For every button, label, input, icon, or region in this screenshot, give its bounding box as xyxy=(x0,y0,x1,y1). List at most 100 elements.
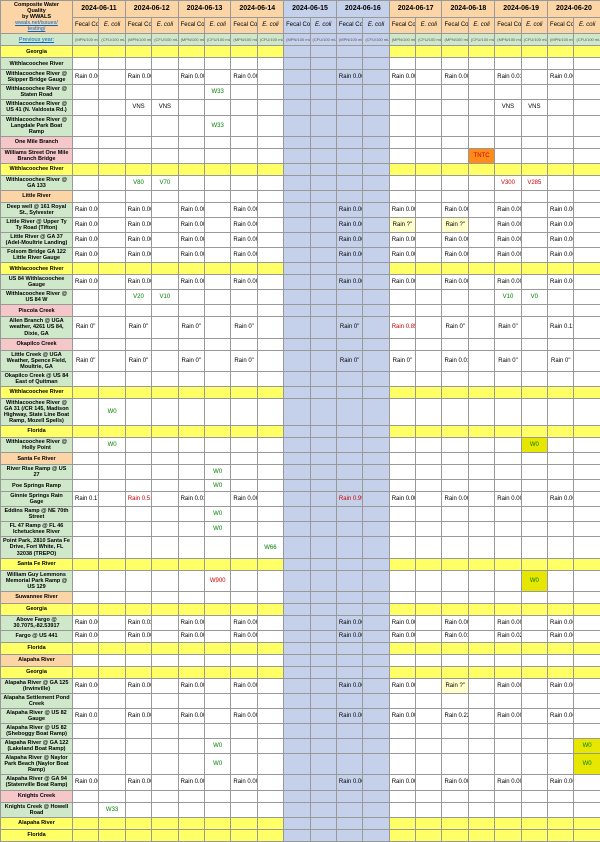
data-cell xyxy=(521,630,547,642)
row-label: Alapaha River @ GA 122 (Lakeland Boat Ra… xyxy=(1,739,73,754)
section-cell xyxy=(99,603,125,615)
section-cell xyxy=(284,263,310,275)
data-cell xyxy=(231,305,257,317)
section-cell xyxy=(310,817,336,829)
data-cell xyxy=(73,136,99,148)
section-cell xyxy=(468,558,494,570)
section-cell xyxy=(99,386,125,398)
section-cell xyxy=(416,642,442,654)
data-cell: Rain 0.00" xyxy=(125,202,151,217)
section-cell xyxy=(574,425,600,437)
section-cell xyxy=(336,46,362,58)
section-cell xyxy=(521,46,547,58)
data-cell xyxy=(178,115,204,136)
data-cell xyxy=(574,290,600,305)
section-cell xyxy=(152,558,178,570)
data-cell xyxy=(310,217,336,232)
data-cell xyxy=(178,739,204,754)
data-cell xyxy=(363,217,389,232)
section-cell xyxy=(284,603,310,615)
data-cell xyxy=(99,754,125,775)
data-cell xyxy=(257,85,283,100)
section-cell xyxy=(336,425,362,437)
data-cell xyxy=(284,398,310,425)
data-cell xyxy=(336,100,362,115)
data-cell xyxy=(284,305,310,317)
data-cell xyxy=(336,115,362,136)
data-cell xyxy=(468,724,494,739)
data-cell xyxy=(152,570,178,591)
section-cell xyxy=(73,386,99,398)
data-cell xyxy=(257,724,283,739)
data-cell xyxy=(204,802,230,817)
data-cell: V10 xyxy=(495,290,521,305)
data-cell xyxy=(257,233,283,248)
data-cell xyxy=(257,338,283,350)
data-cell xyxy=(495,148,521,163)
data-cell xyxy=(521,790,547,802)
data-cell: Rain 0.03" xyxy=(125,615,151,630)
section-cell xyxy=(231,263,257,275)
data-cell xyxy=(468,217,494,232)
date-header: 2024-06-17 xyxy=(389,1,442,18)
data-cell xyxy=(416,754,442,775)
section-cell xyxy=(99,163,125,175)
data-cell xyxy=(257,630,283,642)
data-cell xyxy=(336,724,362,739)
data-cell: Rain 0.00" xyxy=(495,217,521,232)
section-cell xyxy=(284,386,310,398)
data-cell xyxy=(416,480,442,492)
data-cell xyxy=(152,678,178,693)
data-cell xyxy=(442,570,468,591)
data-cell: Rain 0.00" xyxy=(178,202,204,217)
prev-year-link[interactable]: Previous year: xyxy=(19,37,54,43)
data-cell xyxy=(574,654,600,666)
data-cell xyxy=(389,453,415,465)
row-label: FL 47 Ramp @ FL 46 Ichetucknee River xyxy=(1,522,73,537)
data-cell xyxy=(125,537,151,558)
data-cell: W0 xyxy=(521,570,547,591)
data-cell xyxy=(125,654,151,666)
section-cell xyxy=(468,263,494,275)
data-cell: V0 xyxy=(521,290,547,305)
data-cell xyxy=(468,522,494,537)
section-cell xyxy=(389,46,415,58)
data-cell: Rain 0.00" xyxy=(336,775,362,790)
data-cell: W0 xyxy=(204,465,230,480)
data-cell xyxy=(284,371,310,386)
data-cell xyxy=(73,570,99,591)
data-cell xyxy=(231,453,257,465)
section-cell xyxy=(231,386,257,398)
section-cell xyxy=(204,425,230,437)
data-cell xyxy=(99,175,125,190)
unit-fecal: (MPN/100 mL) xyxy=(231,34,257,46)
data-cell xyxy=(204,398,230,425)
section-cell xyxy=(336,666,362,678)
data-cell xyxy=(152,148,178,163)
data-cell xyxy=(416,507,442,522)
data-cell xyxy=(99,202,125,217)
data-cell xyxy=(363,233,389,248)
data-cell xyxy=(495,136,521,148)
data-cell xyxy=(416,437,442,452)
section-cell xyxy=(363,642,389,654)
data-cell xyxy=(468,739,494,754)
section-cell xyxy=(257,666,283,678)
section-cell xyxy=(521,558,547,570)
data-cell xyxy=(310,693,336,708)
data-cell: Rain 0.00" xyxy=(442,233,468,248)
row-label: Withlacoochee River @ Staten Road xyxy=(1,85,73,100)
section-cell xyxy=(495,603,521,615)
row-label: Withlacoochee River xyxy=(1,263,73,275)
site-link2[interactable]: testing/ xyxy=(28,26,46,32)
data-cell: Rain 0.00" xyxy=(442,275,468,290)
data-cell xyxy=(521,217,547,232)
data-cell: Rain 0.00" xyxy=(548,709,574,724)
data-cell: W0 xyxy=(99,437,125,452)
data-cell xyxy=(152,739,178,754)
section-cell xyxy=(389,163,415,175)
data-cell xyxy=(548,290,574,305)
section-cell xyxy=(204,386,230,398)
data-cell: Rain 0.00" xyxy=(73,217,99,232)
data-cell xyxy=(310,630,336,642)
